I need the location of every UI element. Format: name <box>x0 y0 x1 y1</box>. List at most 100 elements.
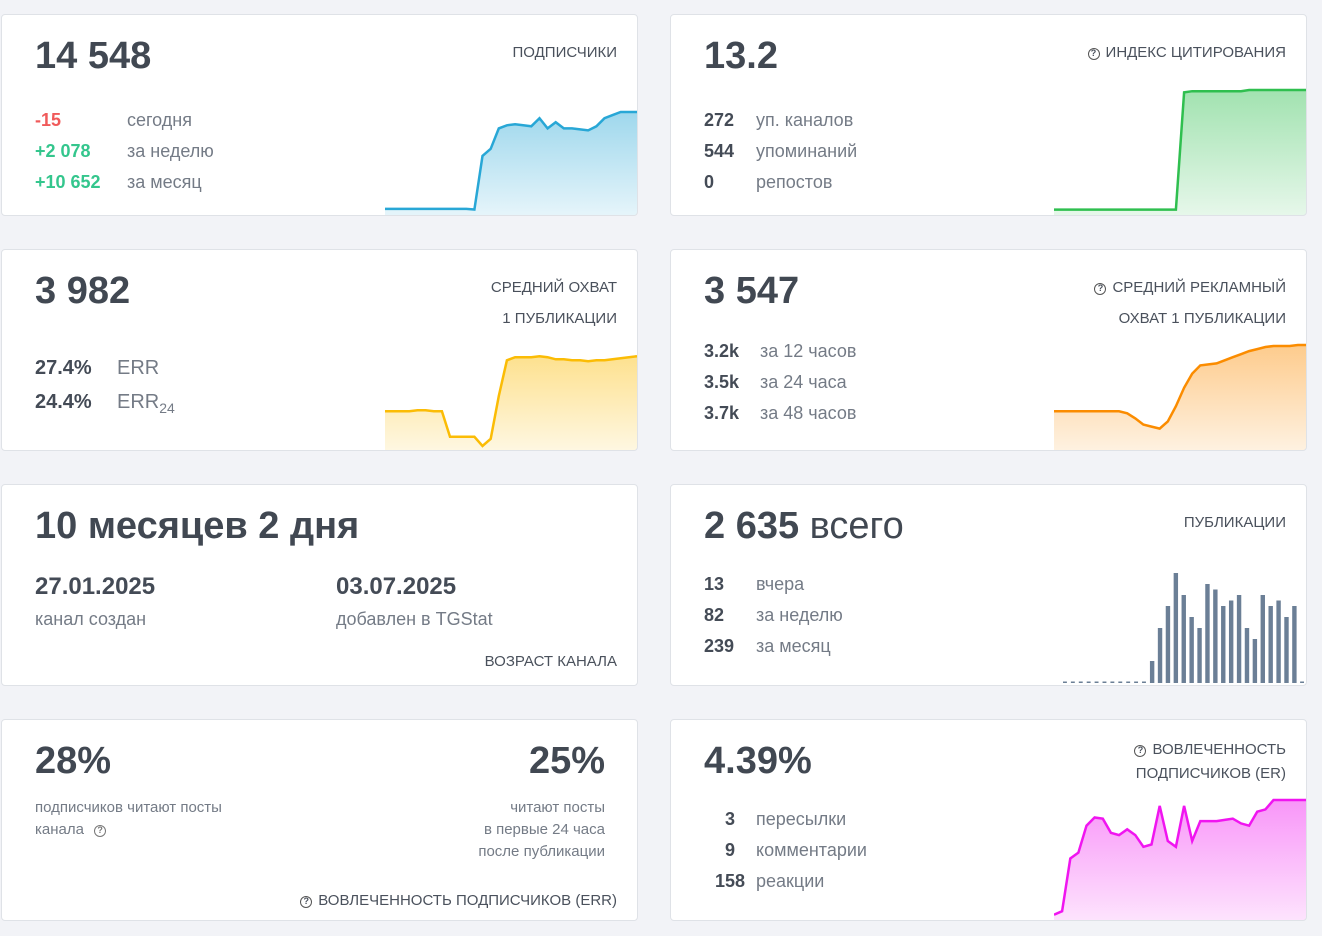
stat-value: 3.5k <box>704 372 740 392</box>
card-title: ? ВОВЛЕЧЕННОСТЬ ПОДПИСЧИКОВ (ERR) <box>300 885 617 916</box>
publication-bar <box>1244 628 1250 683</box>
publication-bar <box>1070 681 1075 683</box>
er-sparkline <box>1054 798 1306 920</box>
stat-value: 0 <box>704 172 715 192</box>
stat-value: 239 <box>704 636 735 656</box>
publication-bar <box>1276 600 1281 683</box>
err-left-value: 28% <box>35 740 112 782</box>
publication-bar <box>1102 681 1107 683</box>
publication-bar <box>1205 584 1210 683</box>
publication-bar <box>1157 628 1163 683</box>
ad-reach-sparkline <box>1054 343 1306 450</box>
card-title: ПУБЛИКАЦИИ <box>1183 514 1286 531</box>
stat-label: ERR <box>117 357 160 379</box>
publication-bar <box>1292 606 1297 683</box>
stat-label: комментарии <box>756 840 867 860</box>
created-label: канал создан <box>35 609 147 629</box>
card-title: СРЕДНИЙ ОХВАТ 1 ПУБЛИКАЦИИ <box>490 279 617 327</box>
help-icon[interactable]: ? <box>1134 745 1147 757</box>
stat-label: за неделю <box>756 605 843 625</box>
publication-bar <box>1134 681 1139 683</box>
publication-bar <box>1228 600 1234 683</box>
publication-bar <box>1213 589 1218 683</box>
card-title: ПОДПИСЧИКИ <box>512 44 617 61</box>
publication-bar <box>1173 573 1179 683</box>
err-right-text: читают посты <box>510 799 605 816</box>
sparkline-line <box>1054 88 1306 211</box>
publication-bar <box>1260 595 1265 683</box>
stat-label: ERR24 <box>117 391 175 416</box>
stat-label: сегодня <box>127 110 192 130</box>
help-icon[interactable]: ? <box>1094 283 1107 295</box>
avg-reach-value: 3 982 <box>35 270 131 312</box>
err-right-text: в первые 24 часа <box>483 821 605 838</box>
stat-label: пересылки <box>756 809 847 829</box>
sparkline-line <box>385 110 637 211</box>
publication-bar <box>1236 595 1242 683</box>
stat-label: репостов <box>756 172 833 192</box>
stat-value: 9 <box>724 840 735 860</box>
err-left-text: подписчиков читают посты <box>35 799 222 816</box>
err-right-value: 25% <box>528 740 605 782</box>
created-date: 27.01.2025 <box>35 573 156 600</box>
er-card: 4.39% ? ВОВЛЕЧЕННОСТЬ ПОДПИСЧИКОВ (ER) 3 пе… <box>670 719 1307 921</box>
help-icon[interactable]: ? <box>94 825 107 837</box>
publication-bar <box>1181 595 1186 683</box>
stat-value: 24.4% <box>35 391 92 413</box>
publication-bar <box>1197 628 1202 683</box>
publication-bar <box>1165 606 1171 683</box>
stat-value: 158 <box>714 871 746 891</box>
publication-bar <box>1142 681 1146 683</box>
citation-index: 13.2 <box>704 35 778 77</box>
help-icon[interactable]: ? <box>1087 48 1100 60</box>
publication-bar <box>1110 681 1115 683</box>
stat-label: вчера <box>756 574 805 594</box>
stat-label: за месяц <box>127 172 202 192</box>
sparkline-line <box>1054 798 1306 916</box>
subscribers-card: 14 548 ПОДПИСЧИКИ -15 сегодня +2 078 за не… <box>1 14 638 216</box>
ad-reach-value: 3 547 <box>704 270 800 312</box>
added-date: 03.07.2025 <box>336 573 457 600</box>
stat-value: +10 652 <box>35 172 101 192</box>
publication-bar <box>1063 681 1067 683</box>
avg-reach-card: 3 982 СРЕДНИЙ ОХВАТ 1 ПУБЛИКАЦИИ 27.4% ERR… <box>1 249 638 451</box>
subscribers-sparkline <box>385 110 637 215</box>
ad-reach-card: 3 547 ? СРЕДНИЙ РЕКЛАМНЫЙ ОХВАТ 1 ПУБЛИКАЦ… <box>670 249 1307 451</box>
citation-card: 13.2 ? ИНДЕКС ЦИТИРОВАНИЯ 272 уп. каналов … <box>670 14 1307 216</box>
stat-value: +2 078 <box>35 141 91 161</box>
channel-age-value: 10 месяцев 2 дня <box>35 505 360 547</box>
stat-label: за неделю <box>127 141 214 161</box>
err-left-text: канала ? <box>35 819 222 841</box>
er-value: 4.39% <box>704 740 812 782</box>
sparkline-area <box>385 112 637 215</box>
publications-card: 2 635 всего ПУБЛИКАЦИИ 13 вчера 82 за неде… <box>670 484 1307 686</box>
stat-value: 3 <box>724 809 735 829</box>
stat-label: упоминаний <box>756 141 858 161</box>
stat-value: 82 <box>704 605 725 625</box>
card-title: ? СРЕДНИЙ РЕКЛАМНЫЙ ОХВАТ 1 ПУБЛИКАЦИИ <box>1094 272 1286 334</box>
help-icon[interactable]: ? <box>300 896 313 908</box>
citation-sparkline <box>1054 88 1306 215</box>
publication-bar <box>1094 681 1099 683</box>
publication-bar <box>1300 681 1304 683</box>
stat-label: реакции <box>756 871 825 891</box>
publication-bar <box>1268 606 1273 683</box>
stat-value: -15 <box>35 110 62 130</box>
stat-value: 27.4% <box>35 357 92 379</box>
stat-label: за 12 часов <box>760 341 857 361</box>
stat-value: 13 <box>704 574 725 594</box>
publication-bar <box>1118 681 1123 683</box>
sparkline-area <box>385 356 637 450</box>
sparkline-line <box>1054 343 1306 430</box>
publication-bar <box>1284 617 1289 683</box>
reach-sparkline <box>385 354 637 450</box>
sparkline-line <box>385 354 637 448</box>
stat-label: уп. каналов <box>756 110 854 130</box>
stat-label: за месяц <box>756 636 831 656</box>
card-title: ВОЗРАСТ КАНАЛА <box>484 653 617 670</box>
channel-age-card: 10 месяцев 2 дня 27.01.2025 канал создан… <box>1 484 638 686</box>
sparkline-area <box>1054 800 1306 920</box>
publication-bar <box>1086 681 1091 683</box>
publication-bar <box>1126 681 1131 683</box>
stat-value: 3.2k <box>704 341 740 361</box>
